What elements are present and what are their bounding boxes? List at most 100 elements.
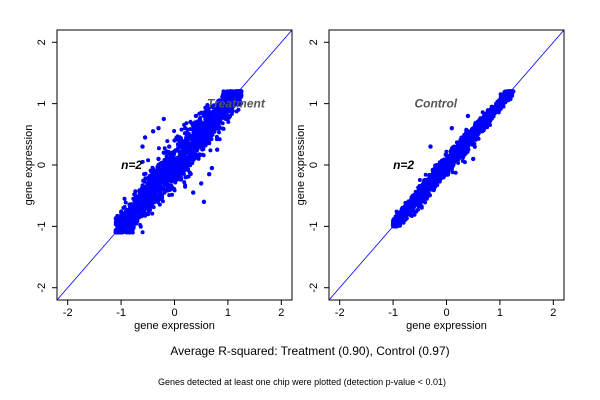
data-point — [423, 200, 428, 205]
data-point — [211, 129, 215, 134]
data-point — [140, 144, 145, 149]
data-point — [197, 125, 202, 130]
y-axis-label: gene expression — [23, 125, 35, 206]
data-point — [479, 118, 484, 124]
point-cloud — [113, 89, 244, 235]
data-point — [156, 146, 161, 151]
x-tick-label: -2 — [335, 307, 345, 319]
data-point — [183, 184, 188, 189]
data-point — [481, 128, 486, 133]
data-point — [140, 187, 145, 192]
data-point — [123, 200, 128, 205]
data-point — [205, 141, 210, 146]
data-point — [220, 126, 225, 131]
data-point — [165, 139, 170, 144]
data-point — [209, 165, 215, 171]
data-point — [401, 215, 406, 220]
data-point — [128, 214, 133, 218]
data-point — [436, 167, 441, 173]
data-point — [172, 129, 177, 133]
data-point — [129, 202, 134, 207]
y-axis-label: gene expression — [295, 125, 307, 206]
data-point — [157, 174, 162, 179]
data-point — [190, 161, 195, 165]
data-point — [428, 177, 433, 182]
data-point — [212, 126, 217, 131]
data-point — [172, 186, 176, 191]
data-point — [472, 144, 477, 149]
data-point — [394, 209, 399, 214]
y-tick-label: -1 — [308, 221, 320, 231]
data-point — [406, 208, 412, 214]
data-point — [436, 176, 441, 181]
data-point — [233, 101, 239, 106]
data-point — [396, 219, 401, 224]
data-point — [168, 187, 173, 192]
data-point — [176, 156, 181, 160]
data-point — [471, 135, 476, 141]
data-point — [150, 204, 155, 209]
data-point — [172, 156, 177, 161]
data-point — [175, 168, 180, 174]
data-point — [412, 203, 417, 208]
data-point — [183, 126, 188, 131]
data-point — [201, 138, 207, 143]
x-tick-label: -2 — [63, 307, 73, 319]
data-point — [149, 186, 154, 191]
scatter-panel-treatment: -2 -1 0 1 2 -2 -1 0 1 2 gene expression gene expres… — [23, 29, 293, 332]
data-point — [179, 149, 184, 154]
data-point — [204, 107, 209, 113]
data-point — [167, 151, 172, 156]
data-point — [409, 198, 414, 203]
data-point — [191, 190, 196, 195]
data-point — [190, 158, 194, 162]
data-point — [139, 193, 144, 198]
data-point — [150, 129, 156, 134]
data-point — [131, 196, 136, 201]
data-point — [164, 178, 169, 183]
data-point — [145, 195, 150, 200]
data-point — [215, 147, 220, 152]
data-point — [142, 205, 148, 211]
data-point — [487, 117, 492, 122]
data-point — [430, 181, 435, 186]
data-point — [489, 106, 495, 111]
data-point — [390, 222, 396, 228]
data-point — [175, 162, 179, 167]
data-point — [142, 198, 147, 203]
data-point — [125, 211, 130, 216]
data-point — [206, 126, 211, 131]
data-point — [122, 196, 127, 201]
data-point — [235, 97, 240, 102]
y-tick-label: 1 — [308, 101, 320, 107]
data-point — [175, 142, 180, 147]
data-point — [202, 135, 207, 140]
data-point — [471, 156, 476, 162]
data-point — [184, 121, 189, 126]
data-point — [417, 178, 422, 182]
data-point — [142, 172, 146, 177]
data-point — [416, 207, 420, 212]
data-point — [207, 172, 212, 177]
data-point — [217, 119, 223, 125]
data-point — [200, 131, 205, 136]
data-point — [180, 162, 185, 168]
data-point — [217, 137, 222, 142]
data-point — [223, 113, 228, 119]
data-point — [119, 210, 124, 215]
data-point — [207, 132, 212, 137]
data-point — [228, 114, 232, 119]
data-point — [170, 152, 175, 157]
data-point — [210, 132, 215, 137]
data-point — [147, 204, 152, 209]
data-point — [213, 106, 218, 111]
data-point — [456, 160, 461, 165]
data-point — [433, 163, 438, 168]
data-point — [444, 171, 449, 176]
y-tick-label: 0 — [36, 162, 48, 168]
data-point — [430, 173, 436, 179]
data-point — [492, 111, 497, 116]
data-point — [166, 169, 171, 174]
data-point — [452, 149, 457, 154]
